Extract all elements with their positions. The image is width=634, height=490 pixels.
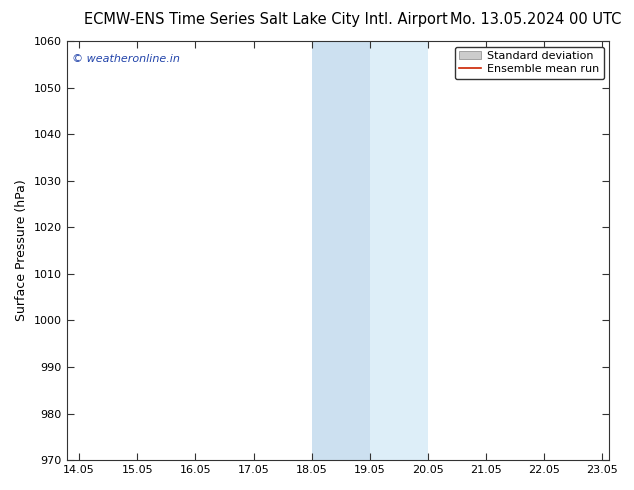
Text: ECMW-ENS Time Series Salt Lake City Intl. Airport: ECMW-ENS Time Series Salt Lake City Intl… — [84, 12, 448, 27]
Legend: Standard deviation, Ensemble mean run: Standard deviation, Ensemble mean run — [455, 47, 604, 79]
Text: Mo. 13.05.2024 00 UTC: Mo. 13.05.2024 00 UTC — [450, 12, 621, 27]
Bar — [312, 41, 370, 460]
Y-axis label: Surface Pressure (hPa): Surface Pressure (hPa) — [15, 180, 28, 321]
Bar — [370, 41, 428, 460]
Text: © weatheronline.in: © weatheronline.in — [72, 53, 180, 64]
